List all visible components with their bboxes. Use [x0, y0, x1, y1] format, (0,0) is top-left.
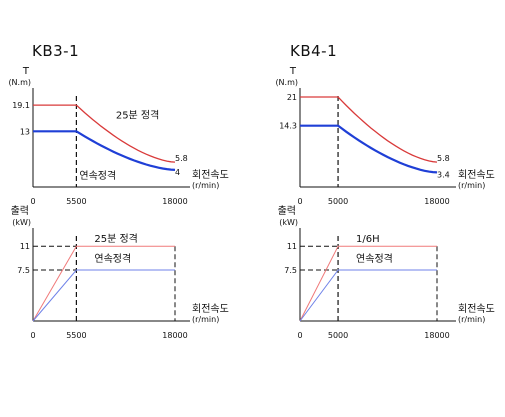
x-tick-label: 18000	[162, 197, 187, 206]
series-line	[33, 130, 176, 171]
kb3-power-chart	[32, 228, 190, 322]
y-tick-label: 21	[287, 93, 297, 102]
y-tick-label: 11	[287, 242, 297, 251]
x-tick-label: 18000	[162, 331, 187, 340]
x-tick-label: 5000	[328, 197, 348, 206]
end-value-label: 4	[175, 168, 180, 177]
model-title-kb3: KB3-1	[32, 42, 80, 60]
kb3-torque-chart	[32, 88, 190, 188]
y-axis-unit: (kW)	[12, 218, 31, 227]
series-line	[300, 96, 438, 163]
series-annotation: 연속정격	[94, 252, 131, 265]
model-title-kb4: KB4-1	[290, 42, 338, 60]
x-axis-label: 회전속도	[458, 303, 495, 315]
y-tick-label: 7.5	[284, 266, 297, 275]
x-tick-label: 0	[30, 197, 35, 206]
x-axis-unit: (r/min)	[192, 181, 219, 190]
y-tick-label: 19.1	[12, 101, 30, 110]
y-tick-label: 11	[20, 242, 30, 251]
y-tick-label: 13	[20, 127, 30, 136]
x-axis-unit: (r/min)	[192, 315, 219, 324]
y-tick-label: 14.3	[279, 122, 297, 131]
series-line	[299, 245, 437, 322]
x-tick-label: 0	[297, 331, 302, 340]
x-axis-unit: (r/min)	[458, 315, 485, 324]
kb4-power-chart	[299, 228, 456, 322]
series-line	[299, 269, 437, 322]
series-annotation: 연속정격	[79, 169, 116, 182]
x-tick-label: 0	[297, 197, 302, 206]
x-tick-label: 18000	[424, 331, 449, 340]
series-line	[32, 245, 175, 322]
y-tick-label: 7.5	[17, 266, 30, 275]
x-tick-label: 5500	[66, 197, 86, 206]
y-axis-label: 출력	[278, 205, 296, 217]
end-value-label: 5.8	[437, 154, 450, 163]
series-line	[32, 269, 175, 322]
end-value-label: 5.8	[175, 154, 188, 163]
x-tick-label: 18000	[424, 197, 449, 206]
x-axis-label: 회전속도	[192, 303, 229, 315]
x-tick-label: 5500	[66, 331, 86, 340]
y-axis-unit: (N.m)	[275, 78, 298, 87]
series-line	[33, 104, 176, 163]
x-axis-unit: (r/min)	[458, 181, 485, 190]
y-axis-label: 출력	[11, 205, 29, 217]
kb4-torque-chart	[299, 88, 456, 188]
series-annotation: 1/6H	[356, 234, 380, 245]
x-axis-label: 회전속도	[192, 169, 229, 181]
x-tick-label: 0	[30, 331, 35, 340]
y-axis-label: T	[22, 66, 30, 77]
x-axis-label: 회전속도	[458, 169, 495, 181]
x-tick-label: 5000	[328, 331, 348, 340]
series-annotation: 25분 정격	[116, 108, 160, 121]
y-axis-unit: (N.m)	[8, 78, 31, 87]
series-annotation: 25분 정격	[94, 232, 138, 245]
series-line	[300, 124, 438, 174]
end-value-label: 3.4	[437, 170, 450, 179]
y-axis-unit: (kW)	[279, 218, 298, 227]
series-annotation: 연속정격	[356, 252, 393, 265]
y-axis-label: T	[289, 66, 297, 77]
